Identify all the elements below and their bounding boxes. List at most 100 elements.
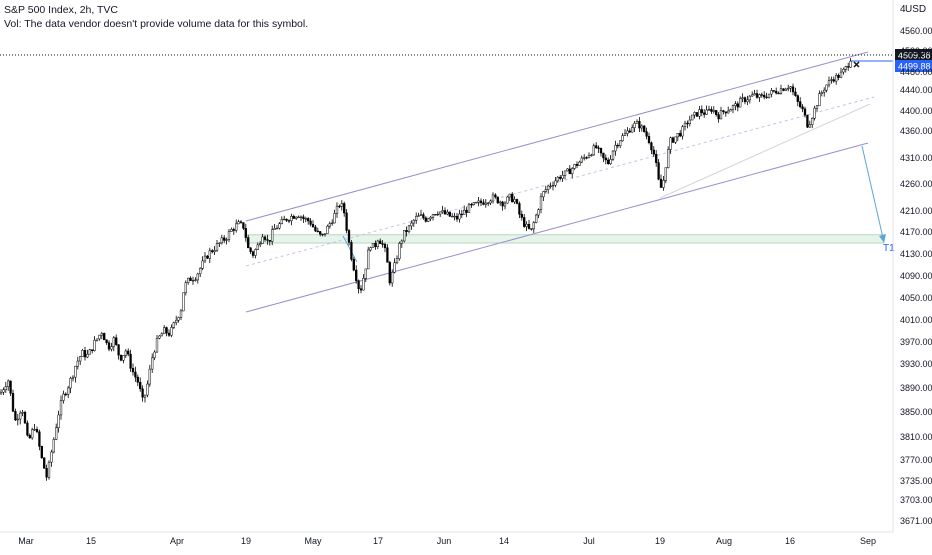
y-tick-label: 4260.00 xyxy=(900,179,932,189)
current-price-label: 4509.38 xyxy=(898,51,931,61)
candle-body xyxy=(623,133,627,136)
support-trendline xyxy=(659,103,871,199)
time-axis[interactable]: Mar 15 Apr 19 May 17 Jun 14 Jul 19 Aug 16 Sep xyxy=(18,536,876,546)
candle-body xyxy=(499,201,502,204)
candle-body xyxy=(717,114,720,120)
candle-body xyxy=(172,322,175,328)
candle-body xyxy=(105,339,108,343)
candle-body xyxy=(153,351,156,359)
target-zone-rect xyxy=(245,234,885,244)
candle-body xyxy=(842,68,845,73)
candle-body xyxy=(326,225,329,234)
candle-body xyxy=(616,144,619,147)
candle-body xyxy=(583,157,586,159)
candle-body xyxy=(410,222,413,227)
marked-price-label: 4499.88 xyxy=(898,62,931,72)
candle-body xyxy=(659,178,663,188)
y-tick-label: 3930.00 xyxy=(900,359,932,369)
projection-arrow-head xyxy=(879,234,886,243)
candle-body xyxy=(4,386,7,391)
candle-body xyxy=(751,94,754,97)
chart-legend: S&P 500 Index, 2h, TVC Vol: The data ven… xyxy=(4,3,308,31)
candle-body xyxy=(88,349,91,355)
candle-body xyxy=(559,176,562,179)
candle-body xyxy=(357,280,360,289)
candle-body xyxy=(446,211,449,215)
candle-body xyxy=(71,376,75,379)
candle-body xyxy=(52,439,55,453)
candle-body xyxy=(578,161,581,166)
candle-body xyxy=(400,240,403,244)
candle-body xyxy=(655,154,658,163)
x-tick-label: Jul xyxy=(583,536,595,546)
candle-body xyxy=(64,393,67,396)
candle-body xyxy=(2,389,5,393)
candle-body xyxy=(374,243,377,248)
candle-body xyxy=(419,214,423,216)
candle-body xyxy=(729,109,732,112)
candle-body xyxy=(765,96,768,99)
currency-label: USD xyxy=(905,4,926,15)
candle-body xyxy=(501,201,504,207)
candle-body xyxy=(787,87,790,90)
candle-body xyxy=(43,457,46,469)
candle-body xyxy=(818,93,821,107)
candle-body xyxy=(688,119,691,124)
candle-body xyxy=(436,213,439,216)
candle-body xyxy=(165,327,168,334)
candle-body xyxy=(239,221,243,223)
candle-body xyxy=(784,88,787,91)
candle-body xyxy=(386,247,389,263)
candle-body xyxy=(463,209,466,215)
candle-body xyxy=(136,376,139,383)
candle-body xyxy=(263,236,267,240)
candle-body xyxy=(453,215,456,218)
candle-body xyxy=(403,230,406,242)
candle-body xyxy=(549,185,552,187)
candle-body xyxy=(321,233,324,236)
candle-body xyxy=(551,184,555,187)
candle-body xyxy=(753,93,756,96)
candle-body xyxy=(177,317,180,321)
candle-body xyxy=(626,130,629,134)
candle-body xyxy=(595,145,598,148)
candle-body xyxy=(460,213,463,216)
candle-body xyxy=(820,92,823,94)
candle-body xyxy=(225,239,228,241)
candle-body xyxy=(62,393,65,401)
candle-body xyxy=(801,106,804,110)
candle-body xyxy=(806,114,809,128)
candle-body xyxy=(213,250,216,253)
y-tick-label: 4440.00 xyxy=(900,85,932,95)
candle-body xyxy=(33,428,36,431)
candle-body xyxy=(119,354,123,361)
candle-body xyxy=(26,422,29,436)
candle-body xyxy=(107,342,111,350)
candle-body xyxy=(167,332,171,336)
candle-body xyxy=(669,137,672,150)
candle-body xyxy=(575,164,579,166)
candle-body xyxy=(609,159,612,165)
candle-body xyxy=(530,228,533,230)
candle-body xyxy=(585,157,588,159)
candle-body xyxy=(333,213,336,224)
candle-body xyxy=(393,262,396,273)
candle-body xyxy=(700,109,703,114)
candle-body xyxy=(633,123,636,128)
candle-body xyxy=(201,260,204,269)
candle-body xyxy=(724,111,727,114)
candle-body xyxy=(230,229,233,232)
candle-body xyxy=(434,214,437,216)
candle-body xyxy=(571,168,574,175)
candle-body xyxy=(59,400,63,416)
candle-body xyxy=(261,236,264,244)
candle-body xyxy=(799,101,802,108)
price-axis[interactable]: 4560.00 4520.00 4480.00 4440.00 4400.00 4360.… xyxy=(900,26,932,526)
candle-body xyxy=(647,135,651,143)
candle-body xyxy=(710,108,713,112)
candle-body xyxy=(455,215,459,220)
symbol-title[interactable]: S&P 500 Index, 2h, TVC xyxy=(4,4,119,16)
candle-body xyxy=(208,250,211,259)
